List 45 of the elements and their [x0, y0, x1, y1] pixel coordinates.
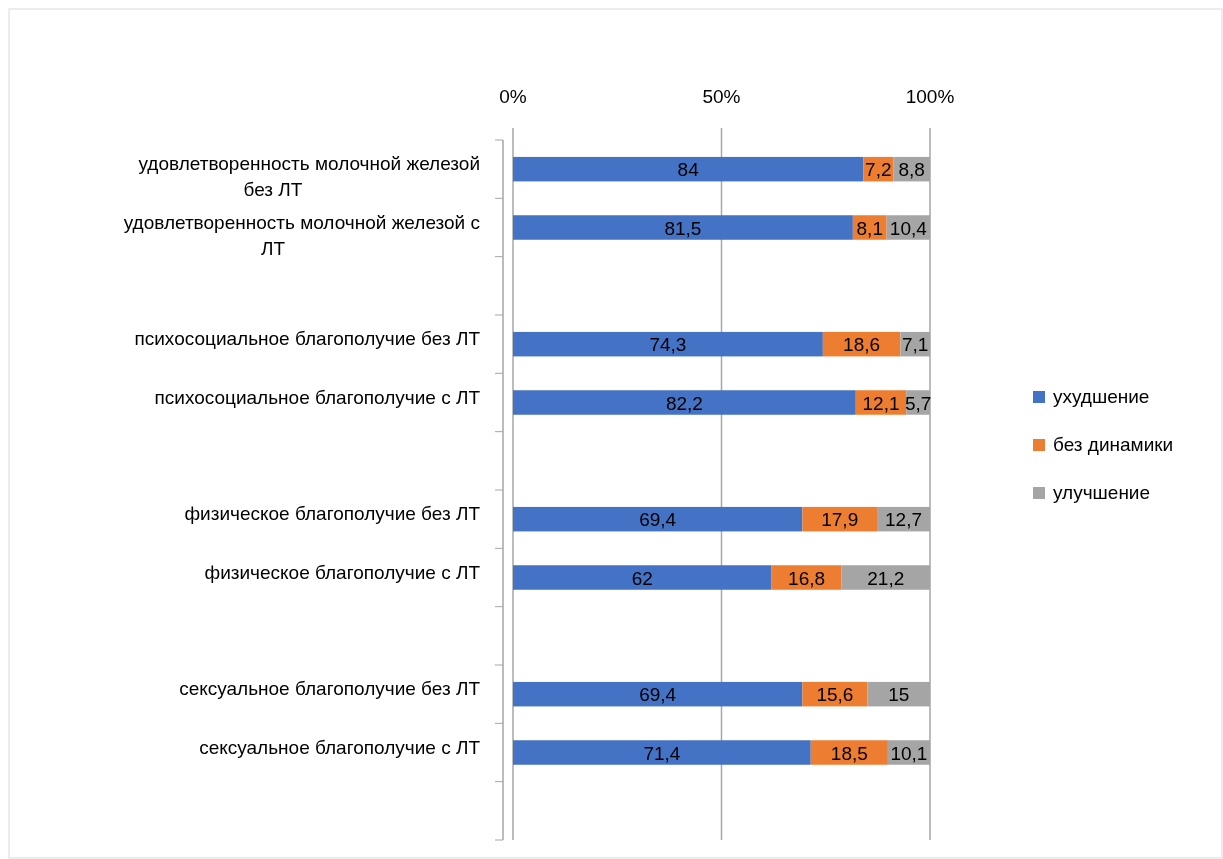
bar	[513, 390, 856, 415]
x-tick-label: 0%	[499, 86, 527, 107]
y-tick-label: сексуальное благополучие с ЛТ	[199, 736, 481, 758]
data-label: 15	[888, 684, 910, 706]
y-tick-label: сексуальное благополучие без ЛТ	[179, 678, 481, 700]
data-label: 18,6	[843, 334, 881, 356]
y-tick-label: физическое благополучие с ЛТ	[204, 561, 481, 583]
y-tick-label: психосоциальное благополучие без ЛТ	[134, 328, 481, 350]
data-label: 81,5	[664, 217, 702, 239]
y-tick-label: физическое благополучие без ЛТ	[184, 503, 481, 525]
legend-label: ухудшение	[1053, 386, 1150, 407]
data-label: 5,7	[904, 392, 932, 414]
data-label: 12,7	[885, 509, 923, 531]
data-label: 7,1	[901, 334, 929, 356]
data-label: 10,4	[889, 217, 928, 239]
data-label: 17,9	[821, 509, 859, 531]
data-label: 18,5	[830, 742, 868, 764]
data-label: 10,1	[890, 742, 928, 764]
x-tick-label: 50%	[702, 86, 741, 107]
bar	[513, 681, 803, 707]
y-tick-label: удовлетворенность молочной железой с ЛТ	[123, 211, 480, 259]
data-label: 84	[677, 159, 700, 181]
data-label: 71,4	[643, 742, 681, 764]
x-tick-label: 100%	[905, 86, 955, 107]
data-label: 8,1	[856, 217, 883, 239]
data-label: 8,8	[898, 159, 925, 181]
data-label: 21,2	[867, 567, 905, 589]
legend-label: без динамики	[1053, 434, 1174, 455]
y-tick-label: психосоциальное благополучие с ЛТ	[154, 386, 481, 408]
legend-label: улучшение	[1053, 482, 1151, 503]
data-label: 82,2	[665, 392, 703, 414]
data-label: 15,6	[816, 684, 854, 706]
bar	[513, 331, 823, 357]
bar	[513, 565, 772, 590]
data-label: 69,4	[639, 684, 677, 706]
bar	[513, 215, 853, 240]
bar	[513, 156, 864, 182]
data-label: 69,4	[639, 509, 677, 531]
data-label: 62	[631, 567, 653, 589]
data-label: 12,1	[862, 392, 900, 414]
bar	[513, 740, 811, 765]
data-label: 16,8	[788, 567, 826, 589]
data-label: 74,3	[649, 334, 687, 356]
data-label: 7,2	[865, 159, 892, 181]
bar	[513, 506, 803, 532]
